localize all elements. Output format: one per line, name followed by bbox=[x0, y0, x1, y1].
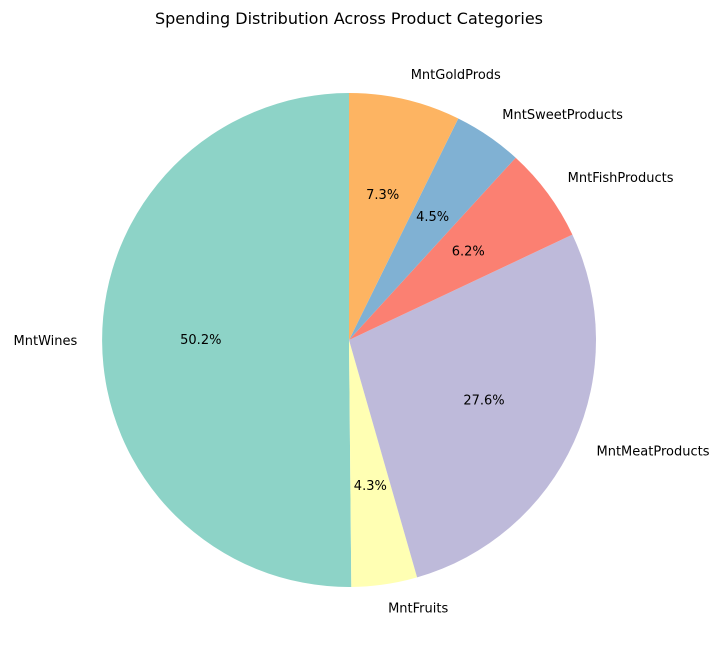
slice-label-mnt-wines: MntWines bbox=[14, 334, 78, 349]
pie-slice-mnt-sweet-products bbox=[349, 118, 516, 340]
pct-label-mnt-fruits: 4.3% bbox=[354, 479, 387, 494]
pct-label-mnt-wines: 50.2% bbox=[180, 333, 221, 348]
slice-label-mnt-sweet-products: MntSweetProducts bbox=[502, 108, 623, 123]
pie-slice-mnt-meat-products bbox=[349, 234, 596, 578]
pie-slice-mnt-fish-products bbox=[349, 157, 573, 340]
slice-label-mnt-gold-prods: MntGoldProds bbox=[411, 68, 501, 83]
pct-label-mnt-fish-products: 6.2% bbox=[452, 245, 485, 260]
slice-label-mnt-fruits: MntFruits bbox=[388, 601, 448, 616]
pie-slice-mnt-fruits bbox=[349, 340, 418, 587]
pie-slice-mnt-gold-prods bbox=[349, 93, 459, 340]
chart-title: Spending Distribution Across Product Cat… bbox=[155, 9, 543, 28]
slice-label-mnt-meat-products: MntMeatProducts bbox=[597, 445, 710, 460]
pie-labels: MntWines 50.2% MntFruits 4.3% MntMeatProduct… bbox=[14, 68, 710, 616]
pct-label-mnt-sweet-products: 4.5% bbox=[416, 210, 449, 225]
pct-label-mnt-meat-products: 27.6% bbox=[463, 394, 504, 409]
pie-slice-mnt-wines bbox=[102, 93, 352, 588]
slice-label-mnt-fish-products: MntFishProducts bbox=[568, 171, 674, 186]
pct-label-mnt-gold-prods: 7.3% bbox=[366, 188, 399, 203]
pie-slices bbox=[102, 93, 596, 588]
